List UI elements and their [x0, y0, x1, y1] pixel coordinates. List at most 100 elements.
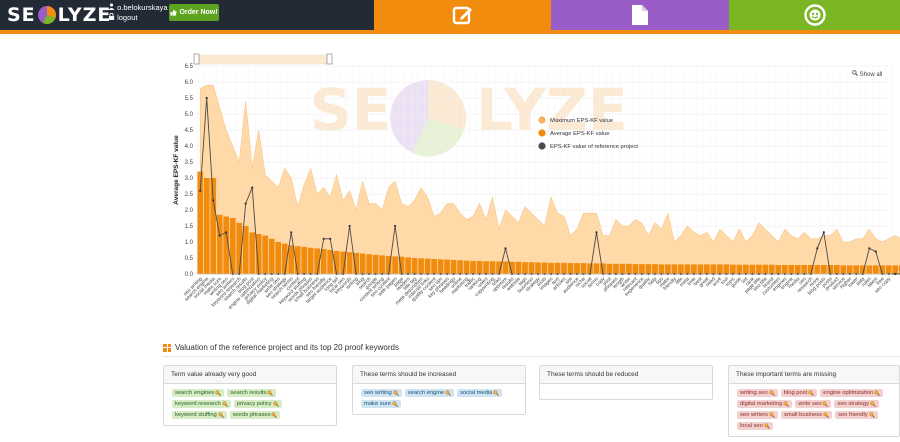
panel-tags: seo writing search engine social media make… — [353, 384, 525, 414]
x-tick-label: text — [551, 276, 561, 286]
search-icon[interactable] — [215, 390, 222, 396]
avg-bar — [775, 265, 782, 274]
panel-very-good: Term value already very good search engi… — [163, 365, 337, 426]
x-tick-label: data — [855, 276, 866, 287]
keyword-tag[interactable]: small business — [781, 411, 833, 419]
x-tick-label: post — [602, 276, 613, 287]
tab-editor[interactable] — [374, 0, 551, 30]
avg-bar — [528, 262, 535, 274]
username-text: o.belokurskaya — [117, 3, 168, 12]
avg-bar — [827, 265, 834, 274]
keyword-tag-label: search engine — [407, 390, 445, 396]
keyword-tag[interactable]: keyword stuffing — [172, 411, 227, 419]
order-now-button[interactable]: Order Now! — [169, 4, 219, 21]
avg-bar — [872, 265, 879, 274]
document-icon — [632, 5, 648, 25]
logout-link[interactable]: logout — [108, 12, 168, 23]
keyword-tag[interactable]: seo strategy — [834, 400, 879, 408]
keyword-tag[interactable]: make sure — [361, 400, 402, 408]
x-tick-label: title — [675, 276, 685, 286]
search-icon[interactable] — [445, 390, 452, 396]
search-icon[interactable] — [874, 390, 881, 396]
avg-bar — [853, 265, 860, 274]
username-link[interactable]: o.belokurskaya — [108, 3, 168, 13]
search-icon[interactable] — [493, 390, 500, 396]
search-icon[interactable] — [822, 401, 829, 407]
y-tick-label: 5.5 — [185, 96, 194, 102]
keyword-tag[interactable]: privacy policy — [233, 400, 282, 408]
avg-bar — [814, 265, 821, 274]
keyword-tag[interactable]: seo writers — [737, 411, 779, 419]
avg-bar — [807, 265, 814, 274]
search-icon[interactable] — [273, 401, 279, 407]
search-icon[interactable] — [393, 390, 399, 396]
avg-bar — [788, 265, 795, 274]
panel-missing: These important terms are missing writin… — [728, 365, 900, 437]
keyword-tag[interactable]: writing seo — [737, 389, 778, 397]
search-icon[interactable] — [271, 412, 278, 418]
keyword-tag[interactable]: digital marketing — [737, 400, 793, 408]
avg-bar — [541, 262, 548, 274]
tab-documents[interactable] — [551, 0, 729, 30]
keyword-tag[interactable]: blog post — [780, 389, 818, 397]
panel-title: Term value already very good — [164, 366, 336, 384]
series-max-area — [199, 84, 900, 275]
avg-bar — [723, 264, 730, 274]
x-tick-label: rank — [745, 276, 756, 287]
keyword-tag-label: write seo — [798, 401, 822, 407]
avg-bar — [743, 264, 749, 274]
show-all-button[interactable]: Show all — [852, 70, 882, 78]
avg-bar — [275, 242, 282, 274]
avg-bar — [450, 259, 457, 274]
avg-bar — [301, 246, 308, 274]
avg-bar — [561, 262, 567, 274]
reference-point — [394, 224, 397, 228]
keyword-tag[interactable]: search engines — [172, 389, 225, 397]
app-logo[interactable]: SE LYZE — [7, 4, 111, 26]
tab-analysis[interactable] — [729, 0, 900, 30]
search-icon[interactable] — [869, 412, 875, 418]
search-icon[interactable] — [218, 412, 224, 418]
keyword-tag[interactable]: engine optimization — [820, 389, 884, 397]
keyword-tag-label: seo writers — [740, 412, 769, 418]
keyword-tag[interactable]: seo writing — [361, 389, 402, 397]
avg-bar — [658, 264, 665, 274]
keyword-tag[interactable]: local seo — [737, 422, 773, 430]
show-all-label: Show all — [859, 72, 883, 78]
reference-point — [290, 231, 293, 234]
avg-bar — [346, 252, 353, 274]
keyword-tag[interactable]: search engine — [404, 389, 455, 397]
search-icon[interactable] — [808, 390, 815, 396]
search-icon[interactable] — [222, 401, 228, 407]
avg-bar — [736, 264, 743, 274]
keyword-tag[interactable]: social media — [457, 389, 503, 397]
keyword-tag[interactable]: search results — [227, 389, 277, 397]
search-icon[interactable] — [769, 412, 775, 418]
gauge-icon — [803, 4, 826, 26]
panel-tags — [540, 384, 712, 395]
avg-bar — [665, 264, 671, 274]
search-icon[interactable] — [823, 412, 829, 418]
x-tick-label: help — [647, 276, 658, 287]
avg-bar — [281, 243, 288, 274]
keyword-tag[interactable]: words phrases — [229, 411, 281, 419]
search-icon[interactable] — [769, 390, 775, 396]
avg-bar — [866, 265, 873, 274]
x-tick-label: site — [564, 276, 574, 286]
watermark-text-left: SE — [310, 76, 391, 144]
search-icon[interactable] — [870, 401, 876, 407]
search-icon[interactable] — [764, 423, 770, 429]
search-icon[interactable] — [392, 401, 398, 407]
avg-bar — [522, 262, 528, 274]
keyword-tag[interactable]: keyword research — [172, 400, 231, 408]
avg-bar — [691, 264, 697, 274]
keyword-tag[interactable]: seo friendly — [835, 411, 878, 419]
search-icon[interactable] — [267, 390, 274, 396]
watermark-text-right: LYZE — [476, 76, 628, 144]
keyword-tag[interactable]: write seo — [795, 400, 832, 408]
avg-bar — [613, 263, 619, 274]
avg-bar — [216, 214, 223, 274]
avg-bar — [885, 265, 892, 274]
search-icon[interactable] — [783, 401, 790, 407]
avg-bar — [496, 261, 502, 274]
